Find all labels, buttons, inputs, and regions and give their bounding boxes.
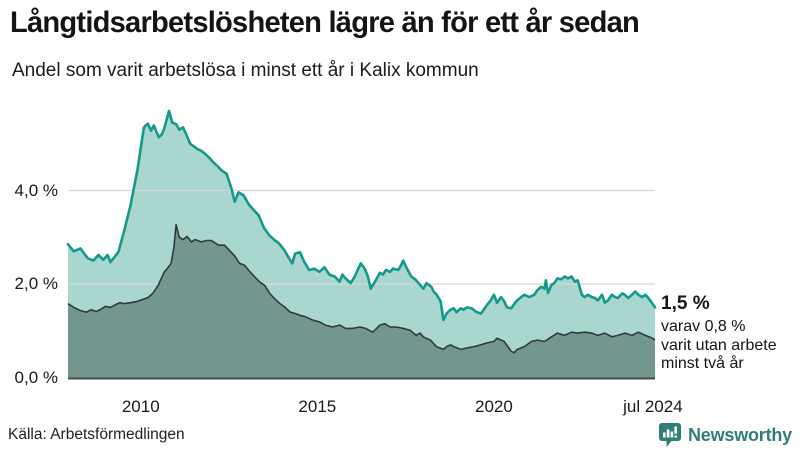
x-tick-label: jul 2024 — [623, 397, 683, 416]
annotation-line-3: minst två år — [661, 355, 744, 372]
source-credit: Källa: Arbetsförmedlingen — [8, 426, 185, 443]
annotation-line-2: varit utan arbete — [661, 336, 777, 354]
area-two-year — [68, 224, 655, 378]
brand-name: Newsworthy — [687, 424, 792, 445]
newsworthy-bubble-chart-icon — [658, 423, 681, 447]
y-tick-label: 2,0 % — [14, 274, 58, 293]
line-one-year — [66, 109, 657, 322]
x-tick-label: 2020 — [475, 397, 513, 416]
chart-subtitle: Andel som varit arbetslösa i minst ett å… — [12, 60, 479, 81]
newsworthy-logo[interactable]: Newsworthy — [658, 422, 792, 448]
x-tick-label: 2015 — [298, 397, 337, 416]
latest-value-one-year: 1,5 % — [661, 293, 710, 314]
annotation-line-1: varav 0,8 % — [661, 318, 746, 335]
page-title: Långtidsarbetslösheten lägre än för ett … — [10, 6, 640, 39]
line-two-year — [67, 223, 656, 354]
y-tick-label: 0,0 % — [14, 367, 58, 387]
latest-value-annotation: 1,5 % varav 0,8 % varit utan arbete mins… — [661, 293, 796, 374]
y-tick-label: 4,0 % — [14, 180, 58, 200]
x-tick-label: 2010 — [121, 397, 160, 416]
